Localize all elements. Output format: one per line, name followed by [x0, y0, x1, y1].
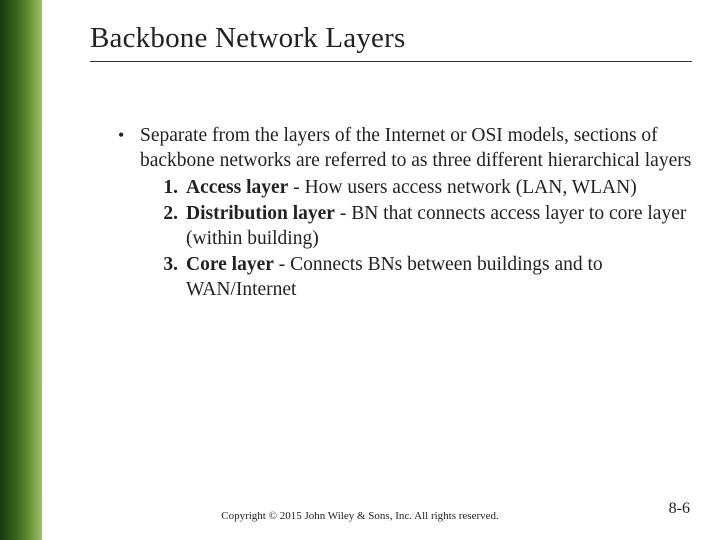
bullet-dot-icon: •	[118, 124, 140, 304]
main-bullet: • Separate from the layers of the Intern…	[90, 124, 692, 304]
numbered-list: 1. Access layer - How users access netwo…	[140, 176, 692, 303]
list-item: 2. Distribution layer - BN that connects…	[160, 202, 692, 252]
bullet-body: Separate from the layers of the Internet…	[140, 124, 692, 304]
bullet-intro-text: Separate from the layers of the Internet…	[140, 125, 691, 171]
slide-content: Backbone Network Layers • Separate from …	[42, 0, 720, 540]
list-item: 1. Access layer - How users access netwo…	[160, 176, 692, 201]
sidebar-accent	[0, 0, 42, 540]
layer-label: Access layer	[186, 177, 288, 198]
page-number: 8-6	[669, 500, 690, 518]
layer-label: Core layer	[186, 254, 274, 275]
list-number: 3.	[160, 253, 186, 303]
layer-label: Distribution layer	[186, 203, 335, 224]
list-text: Distribution layer - BN that connects ac…	[186, 202, 692, 252]
list-text: Core layer - Connects BNs between buildi…	[186, 253, 692, 303]
copyright-footer: Copyright © 2015 John Wiley & Sons, Inc.…	[0, 510, 720, 522]
list-number: 1.	[160, 176, 186, 201]
list-item: 3. Core layer - Connects BNs between bui…	[160, 253, 692, 303]
slide-title: Backbone Network Layers	[90, 22, 692, 62]
list-number: 2.	[160, 202, 186, 252]
layer-desc: - How users access network (LAN, WLAN)	[288, 177, 636, 198]
list-text: Access layer - How users access network …	[186, 176, 692, 201]
